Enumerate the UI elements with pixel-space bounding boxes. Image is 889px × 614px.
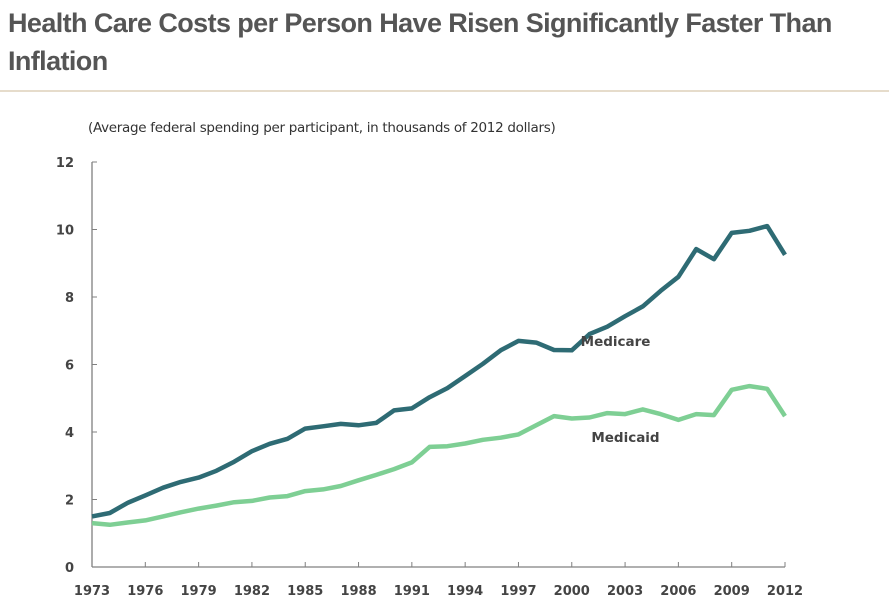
y-tick-label: 0	[65, 561, 74, 576]
y-tick-label: 2	[65, 494, 74, 509]
series-label-medicaid: Medicaid	[591, 430, 659, 446]
y-tick-label: 4	[65, 426, 74, 441]
axes: 0 2 4 6 8 10 12 1973 1976 1979 1982 1985 1988 1991 199…	[56, 156, 803, 599]
x-tick-label: 1976	[127, 584, 163, 599]
x-tick-label: 1973	[74, 584, 110, 599]
x-tick-label: 2009	[714, 584, 750, 599]
series-lines	[91, 223, 787, 528]
y-tick-label: 6	[65, 359, 74, 374]
x-tick-label: 1982	[234, 584, 270, 599]
x-tick-label: 1979	[181, 584, 217, 599]
x-tick-label: 1988	[340, 584, 376, 599]
y-tick-label: 8	[65, 291, 74, 306]
series-line-medicare	[91, 223, 787, 519]
title-divider	[0, 90, 889, 92]
series-labels: Medicare Medicaid	[581, 334, 660, 446]
x-tick-label: 1991	[394, 584, 430, 599]
x-tick-label: 2003	[607, 584, 643, 599]
x-tick-label: 2012	[767, 584, 803, 599]
chart-title: Health Care Costs per Person Have Risen …	[8, 8, 832, 76]
x-tick-label: 1994	[447, 584, 483, 599]
x-tick-label: 2000	[554, 584, 590, 599]
series-line-medicaid	[91, 383, 787, 528]
x-tick-label: 1985	[287, 584, 323, 599]
chart-subtitle: (Average federal spending per participan…	[88, 120, 556, 136]
series-label-medicare: Medicare	[581, 334, 651, 350]
x-tick-label: 1997	[500, 584, 536, 599]
x-tick-label: 2006	[660, 584, 696, 599]
y-tick-label: 12	[56, 156, 74, 171]
y-tick-label: 10	[56, 224, 74, 239]
